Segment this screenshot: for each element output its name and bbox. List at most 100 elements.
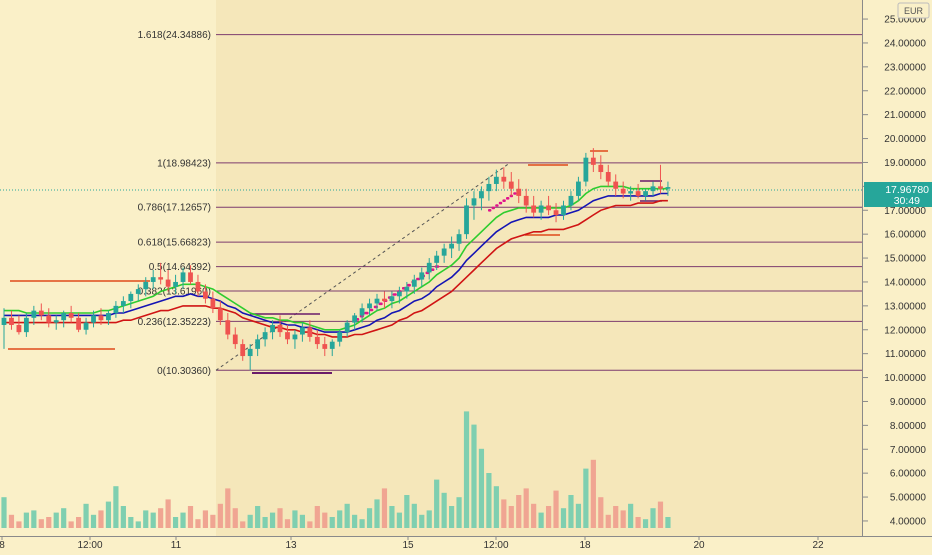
candle-body: [426, 262, 432, 273]
x-tick-label: 8: [0, 540, 5, 550]
volume-bar: [284, 519, 291, 528]
candle-body: [546, 205, 551, 211]
candle-body: [352, 315, 358, 323]
time-axis-panel[interactable]: [0, 536, 932, 550]
candle-body: [285, 332, 290, 340]
fib-label-6: 0.236(12.35223): [138, 317, 211, 328]
y-tick-label: 19.00000: [884, 158, 926, 169]
candle-body: [658, 186, 663, 189]
candle-body: [61, 313, 67, 321]
volume-bar: [642, 519, 649, 528]
y-tick-label: 22.00000: [884, 86, 926, 97]
volume-bar: [210, 514, 216, 528]
candle-body: [38, 310, 44, 316]
volume-bar: [76, 517, 82, 528]
candle-body: [590, 157, 596, 165]
highlight-zone: [216, 0, 862, 536]
countdown-timer: 30:49: [894, 195, 920, 207]
volume-bar: [613, 506, 619, 528]
y-tick-label: 12.00000: [884, 325, 926, 336]
fib-label-7: 0(10.30360): [157, 366, 211, 377]
candle-body: [613, 181, 619, 189]
volume-bar: [560, 508, 567, 528]
price-axis-panel[interactable]: [863, 0, 932, 536]
candle-body: [628, 191, 634, 194]
candle-body: [374, 298, 380, 304]
y-tick-label: 10.00000: [884, 373, 926, 384]
volume-bar: [568, 495, 574, 528]
volume-bar: [374, 499, 380, 528]
signal-marker: [406, 283, 411, 287]
volume-bar: [426, 510, 432, 528]
volume-bar: [83, 503, 89, 528]
y-tick-label: 9.00000: [890, 397, 927, 408]
volume-bar: [329, 517, 335, 528]
volume-bar: [463, 411, 470, 528]
fib-label-0: 1.618(24.34886): [138, 30, 211, 41]
volume-bar: [299, 514, 305, 528]
y-tick-label: 24.00000: [884, 38, 926, 49]
candle-body: [106, 313, 111, 321]
candle-body: [232, 334, 238, 345]
volume-bar: [441, 492, 447, 528]
candle-body: [120, 301, 126, 306]
candle-body: [389, 296, 395, 302]
signal-marker: [513, 192, 517, 195]
volume-bar: [180, 512, 186, 528]
y-tick-label: 17.00000: [884, 206, 926, 217]
candle-body: [493, 176, 499, 184]
candle-body: [322, 344, 328, 349]
volume-bar: [202, 510, 209, 528]
x-tick-label: 20: [693, 540, 705, 550]
candle-body: [180, 272, 186, 282]
volume-bar: [449, 506, 455, 528]
candle-body: [411, 279, 417, 287]
volume-bar: [61, 508, 67, 528]
volume-bar: [478, 448, 485, 528]
volume-bar: [471, 424, 477, 528]
candle-body: [31, 310, 37, 318]
currency-badge[interactable]: EUR: [897, 2, 930, 19]
candle-body: [568, 195, 574, 206]
candle-body: [553, 210, 559, 216]
y-tick-label: 21.00000: [884, 110, 926, 121]
candle-body: [240, 344, 246, 357]
candle-body: [561, 205, 566, 216]
candle-body: [576, 181, 581, 196]
candle-body: [150, 277, 156, 282]
time-axis: 8 12:00 11 13 15 12:00 18 20 22: [0, 536, 824, 551]
y-tick-label: 16.00000: [884, 230, 926, 241]
volume-bar: [53, 512, 59, 528]
volume-bars: [1, 411, 671, 528]
candle-body: [300, 327, 305, 335]
volume-bar: [314, 506, 320, 528]
candle-body: [620, 188, 626, 194]
volume-bar: [113, 486, 119, 528]
volume-bar: [523, 488, 529, 528]
candle-body: [113, 305, 119, 314]
volume-bar: [396, 512, 402, 528]
candle-body: [143, 281, 149, 290]
y-tick-label: 7.00000: [890, 445, 927, 456]
x-tick-label: 12:00: [483, 540, 508, 550]
volume-bar: [620, 510, 626, 528]
fib-label-3: 0.618(15.66823): [138, 238, 211, 249]
candle-body: [16, 324, 22, 333]
volume-bar: [269, 512, 276, 528]
signal-marker: [488, 209, 492, 212]
volume-bar: [277, 508, 283, 528]
volume-bar: [98, 510, 104, 528]
volume-bar: [605, 514, 611, 528]
volume-bar: [16, 521, 22, 528]
x-tick-label: 11: [171, 540, 182, 550]
candle-body: [270, 324, 275, 333]
volume-bar: [46, 517, 52, 528]
candle-body: [91, 315, 96, 323]
volume-bar: [635, 517, 641, 528]
candle-body: [479, 191, 484, 199]
volume-bar: [292, 510, 298, 528]
volume-bar: [590, 459, 596, 528]
volume-bar: [486, 473, 492, 528]
